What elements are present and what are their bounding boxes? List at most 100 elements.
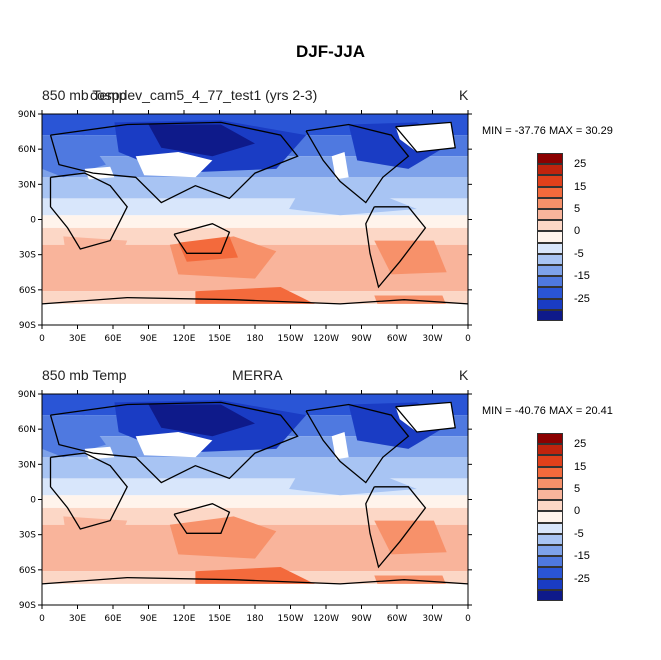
coastline <box>173 503 231 534</box>
colorbar-label: 25 <box>574 158 587 171</box>
lat-tick-label: 60S <box>19 566 36 576</box>
lon-tick-label: 0 <box>465 334 471 344</box>
lon-tick-label: 90E <box>140 614 157 624</box>
colorbar-label: 0 <box>574 225 581 238</box>
min-value: MIN = -37.76 <box>482 125 546 137</box>
colorbar-swatch <box>537 500 563 512</box>
lon-tick-label: 180 <box>246 614 263 624</box>
colorbar-swatch <box>537 265 563 277</box>
panel-units: K <box>459 367 469 383</box>
colorbar-swatch <box>537 242 563 254</box>
coastline <box>305 403 410 484</box>
colorbar <box>537 433 563 601</box>
colorbar-swatch <box>537 175 563 187</box>
colorbar-label: -5 <box>574 247 584 260</box>
lon-tick-label: 150W <box>277 334 303 344</box>
lon-tick-label: 150W <box>277 614 303 624</box>
colorbar-swatch <box>537 578 563 590</box>
panel-case-title: cospdev_cam5_4_77_test1 (yrs 2-3) <box>90 87 318 103</box>
min-value: MIN = -40.76 <box>482 405 546 417</box>
colorbar-swatch <box>537 556 563 568</box>
contour-region <box>178 236 238 262</box>
missing-data-area <box>135 152 213 178</box>
contour-region <box>42 135 106 178</box>
colorbar-swatch <box>537 522 563 534</box>
contour-fill <box>42 114 468 325</box>
missing-data-area <box>331 152 349 180</box>
contour-region <box>63 516 128 546</box>
lon-tick-label: 60W <box>387 614 407 624</box>
missing-data-area <box>331 432 349 460</box>
colorbar-swatch <box>537 567 563 579</box>
lon-tick-label: 90E <box>140 334 157 344</box>
coastline <box>173 223 231 254</box>
lon-tick-label: 180 <box>246 334 263 344</box>
contour-region <box>42 415 106 458</box>
lon-tick-label: 150E <box>208 614 231 624</box>
colorbar-label: -25 <box>574 572 590 585</box>
coastline <box>365 206 427 289</box>
colorbar-label: 5 <box>574 203 581 215</box>
max-value: MAX = 30.29 <box>548 125 613 137</box>
contour-band <box>42 227 468 245</box>
colorbar-swatch <box>537 287 563 299</box>
lon-tick-label: 90W <box>351 614 371 624</box>
lat-tick-label: 30S <box>19 251 36 261</box>
contour-region <box>289 192 417 216</box>
missing-data-area <box>42 303 468 325</box>
panel-top: 850 mb Temp cospdev_cam5_4_77_test1 (yrs… <box>0 85 661 345</box>
lon-tick-label: 0 <box>465 614 471 624</box>
contour-fill <box>42 394 468 605</box>
lat-tick-label: 0 <box>30 496 36 506</box>
colorbar-label: -15 <box>574 270 590 283</box>
lat-tick-label: 30N <box>18 460 36 470</box>
lat-tick-label: 90S <box>19 321 36 331</box>
colorbar-swatch <box>537 209 563 221</box>
lat-tick-label: 30S <box>19 531 36 541</box>
colorbar-label: 0 <box>574 505 581 518</box>
contour-band <box>42 177 468 199</box>
colorbar-swatch <box>537 253 563 265</box>
colorbar-label: 15 <box>574 180 587 193</box>
colorbar-label: -5 <box>574 527 584 540</box>
colorbar-swatch <box>537 186 563 198</box>
contour-band <box>42 457 468 479</box>
lon-tick-label: 0 <box>39 614 45 624</box>
colorbar-swatch <box>537 511 563 523</box>
coastline <box>49 121 299 204</box>
coastline <box>49 452 128 530</box>
colorbar-swatch <box>537 309 563 321</box>
lon-tick-label: 60E <box>104 334 121 344</box>
colorbar-swatch <box>537 444 563 456</box>
lon-tick-label: 30E <box>69 614 86 624</box>
contour-region <box>148 124 255 157</box>
coastline <box>49 172 128 250</box>
lon-tick-label: 120E <box>173 614 196 624</box>
contour-region <box>374 520 447 555</box>
coastline <box>49 401 299 484</box>
contour-band <box>42 495 468 508</box>
colorbar-swatch <box>537 197 563 209</box>
lon-tick-label: 60E <box>104 614 121 624</box>
contour-region <box>148 404 255 437</box>
contour-region <box>169 516 277 559</box>
lon-tick-label: 0 <box>39 334 45 344</box>
colorbar-swatch <box>537 466 563 478</box>
panel-bottom: 850 mb Temp MERRA K MIN = -40.76 MAX = 2… <box>0 365 661 625</box>
max-value: MAX = 20.41 <box>548 405 613 417</box>
min-max-readout: MIN = -40.76 MAX = 20.41 <box>482 405 613 417</box>
colorbar-swatch <box>537 276 563 288</box>
coastline <box>395 401 456 433</box>
colorbar-label: -15 <box>574 550 590 563</box>
colorbar-swatch <box>537 545 563 557</box>
lon-tick-label: 120E <box>173 334 196 344</box>
coastline <box>365 486 427 569</box>
lat-tick-label: 0 <box>30 216 36 226</box>
colorbar-swatch <box>537 231 563 243</box>
lon-tick-label: 150E <box>208 334 231 344</box>
contour-region <box>374 240 447 275</box>
lat-tick-label: 60N <box>18 145 36 155</box>
missing-data-area <box>42 583 468 605</box>
missing-data-area <box>135 432 213 458</box>
